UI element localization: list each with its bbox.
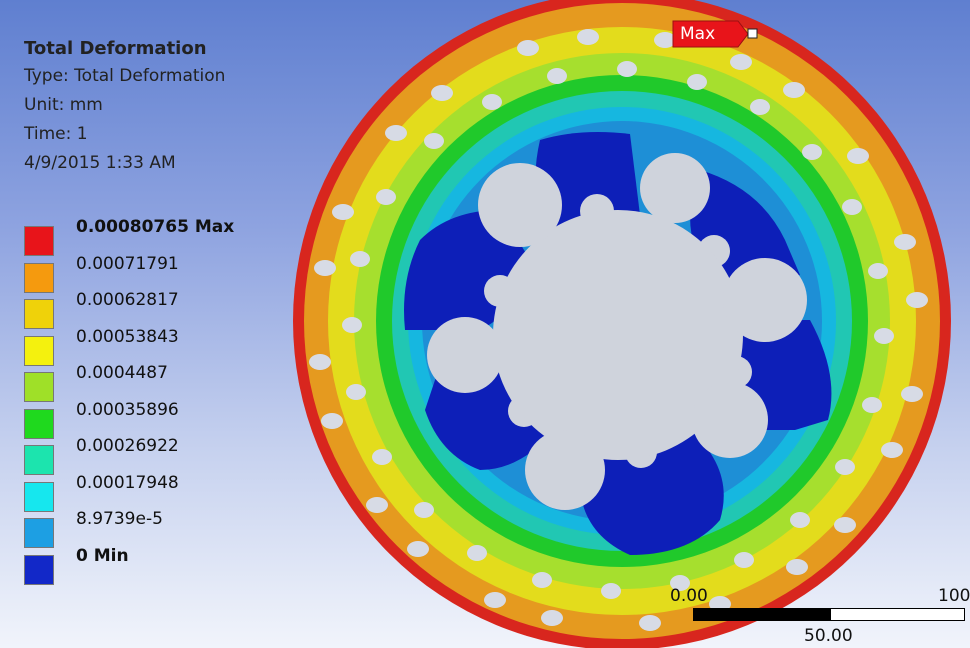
max-probe-tag[interactable]: Max xyxy=(672,20,762,48)
scale-bar-light xyxy=(830,608,965,621)
scale-middle-label: 50.00 xyxy=(804,626,853,646)
result-info: Total Deformation Type: Total Deformatio… xyxy=(24,36,225,178)
result-type: Type: Total Deformation xyxy=(24,62,225,91)
result-time: Time: 1 xyxy=(24,120,225,149)
legend-swatch xyxy=(24,299,54,329)
legend-swatch xyxy=(24,555,54,585)
legend-label[interactable]: 0.00062817 xyxy=(76,287,179,313)
legend-label[interactable]: 0.00026922 xyxy=(76,433,179,459)
legend-swatch xyxy=(24,372,54,402)
result-date: 4/9/2015 1:33 AM xyxy=(24,149,225,178)
legend-label[interactable]: 0 Min xyxy=(76,543,129,569)
max-tag-label: Max xyxy=(680,23,715,45)
legend-label[interactable]: 0.00080765 Max xyxy=(76,214,234,240)
scale-right-label: 100 xyxy=(938,586,970,606)
legend-label[interactable]: 8.9739e-5 xyxy=(76,506,163,532)
legend-label[interactable]: 0.00053843 xyxy=(76,324,179,350)
scale-ruler: 0.00 100 50.00 xyxy=(660,586,970,648)
legend-label[interactable]: 0.00071791 xyxy=(76,251,179,277)
legend-label[interactable]: 0.00017948 xyxy=(76,470,179,496)
legend-swatch xyxy=(24,445,54,475)
result-title: Total Deformation xyxy=(24,36,225,62)
legend-swatch xyxy=(24,263,54,293)
scale-bar-dark xyxy=(693,608,830,621)
legend-label[interactable]: 0.00035896 xyxy=(76,397,179,423)
legend-swatch xyxy=(24,518,54,548)
legend-swatch xyxy=(24,336,54,366)
legend-label[interactable]: 0.0004487 xyxy=(76,360,168,386)
result-unit: Unit: mm xyxy=(24,91,225,120)
legend-swatch xyxy=(24,409,54,439)
scale-left-label: 0.00 xyxy=(670,586,708,606)
legend-swatch xyxy=(24,482,54,512)
legend-swatch xyxy=(24,226,54,256)
